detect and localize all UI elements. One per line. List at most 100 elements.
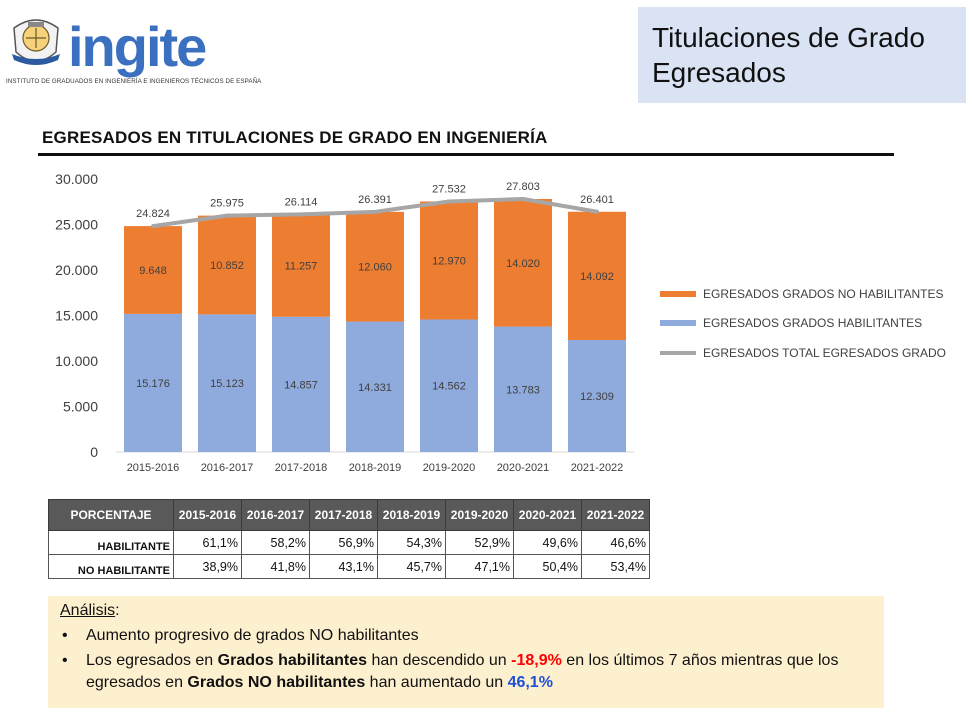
legend-label-total: EGRESADOS TOTAL EGRESADOS GRADO — [703, 346, 946, 360]
title-line-2: Egresados — [652, 57, 786, 88]
point-total — [373, 209, 377, 214]
crest-icon: ingite — [12, 15, 208, 78]
data-label-total: 24.824 — [136, 208, 170, 220]
point-total — [151, 224, 155, 229]
data-label-total: 26.401 — [580, 194, 614, 206]
analysis-heading-colon: : — [115, 602, 120, 619]
point-total — [595, 209, 599, 214]
table-cell: 38,9% — [173, 554, 242, 579]
data-label-total: 26.114 — [285, 196, 318, 208]
table-row: NO HABILITANTE 38,9% 41,8% 43,1% 45,7% 4… — [48, 554, 650, 579]
table-header-cell: 2015-2016 — [173, 499, 242, 531]
table-header-row: PORCENTAJE 2015-2016 2016-2017 2017-2018… — [48, 499, 650, 531]
data-label-no-habilitantes: 12.970 — [432, 255, 466, 267]
x-tick-label: 2020-2021 — [497, 462, 550, 474]
data-label-habilitantes: 13.783 — [506, 384, 540, 396]
title-line-1: Titulaciones de Grado — [652, 22, 925, 53]
table-cell: 50,4% — [513, 554, 582, 579]
analysis-red-percent: -18,9% — [511, 652, 562, 669]
data-label-habilitantes: 14.857 — [284, 379, 318, 391]
ingite-logo: ingite — [6, 8, 266, 90]
table-row-label: NO HABILITANTE — [48, 554, 174, 579]
analysis-heading-text: Análisis — [60, 602, 116, 619]
y-tick-label: 10.000 — [55, 353, 98, 369]
x-tick-label: 2016-2017 — [201, 462, 254, 474]
table-header-cell: PORCENTAJE — [48, 499, 174, 531]
bar-habilitantes — [494, 326, 552, 452]
table-cell: 46,6% — [581, 530, 650, 555]
analysis-bold-no-habilitantes: Grados NO habilitantes — [187, 674, 366, 691]
data-label-no-habilitantes: 14.092 — [580, 271, 614, 283]
x-tick-label: 2018-2019 — [349, 462, 402, 474]
data-label-total: 25.975 — [210, 198, 244, 210]
point-total — [225, 213, 229, 218]
y-tick-label: 30.000 — [55, 171, 98, 187]
y-tick-label: 0 — [90, 444, 98, 460]
bullet-icon: • — [62, 652, 68, 669]
y-tick-label: 15.000 — [55, 308, 98, 324]
table-row: HABILITANTE 61,1% 58,2% 56,9% 54,3% 52,9… — [48, 530, 650, 555]
bar-habilitantes — [198, 314, 256, 452]
x-tick-label: 2019-2020 — [423, 462, 476, 474]
percentage-table: PORCENTAJE 2015-2016 2016-2017 2017-2018… — [48, 499, 650, 579]
bar-habilitantes — [420, 319, 478, 452]
table-cell: 49,6% — [513, 530, 582, 555]
heading-underline — [38, 153, 894, 156]
table-row-label: HABILITANTE — [48, 530, 174, 555]
bar-no-habilitantes — [346, 211, 404, 322]
bar-habilitantes — [568, 339, 626, 452]
analysis-bullet-1: • Aumento progresivo de grados NO habili… — [60, 625, 872, 647]
data-label-habilitantes: 14.331 — [358, 382, 392, 394]
legend-label-no-habilitantes: EGRESADOS GRADOS NO HABILITANTES — [703, 287, 944, 301]
bar-no-habilitantes — [272, 214, 330, 317]
table-cell: 53,4% — [581, 554, 650, 579]
bar-no-habilitantes — [420, 201, 478, 320]
bar-habilitantes — [124, 313, 182, 452]
data-label-total: 26.391 — [358, 194, 392, 206]
point-total — [299, 212, 303, 217]
table-header-cell: 2018-2019 — [377, 499, 446, 531]
slide-title: Titulaciones de Grado Egresados — [638, 7, 966, 103]
table-cell: 47,1% — [445, 554, 514, 579]
table-header-cell: 2020-2021 — [513, 499, 582, 531]
data-label-total: 27.532 — [432, 183, 466, 195]
chart-heading: EGRESADOS EN TITULACIONES DE GRADO EN IN… — [42, 128, 548, 147]
data-label-habilitantes: 15.123 — [210, 378, 244, 390]
analysis-text: han descendido un — [367, 652, 512, 669]
analysis-text: Los egresados en — [86, 652, 218, 669]
table-cell: 56,9% — [309, 530, 378, 555]
bar-no-habilitantes — [568, 211, 626, 340]
point-total — [521, 196, 525, 201]
bar-no-habilitantes — [198, 215, 256, 315]
legend-label-habilitantes: EGRESADOS GRADOS HABILITANTES — [703, 316, 923, 330]
data-label-no-habilitantes: 11.257 — [285, 261, 318, 273]
table-cell: 41,8% — [241, 554, 310, 579]
analysis-text: han aumentado un — [365, 674, 508, 691]
table-cell: 54,3% — [377, 530, 446, 555]
table-cell: 58,2% — [241, 530, 310, 555]
y-tick-label: 25.000 — [55, 217, 98, 233]
bar-habilitantes — [272, 316, 330, 452]
table-header-cell: 2017-2018 — [309, 499, 378, 531]
data-label-total: 27.803 — [506, 181, 540, 193]
legend-swatch-habilitantes — [660, 320, 696, 326]
data-label-no-habilitantes: 9.648 — [139, 265, 167, 277]
analysis-bullet-1-text: Aumento progresivo de grados NO habilita… — [86, 627, 419, 644]
data-label-habilitantes: 12.309 — [580, 391, 614, 403]
table-header-cell: 2016-2017 — [241, 499, 310, 531]
logo-subtitle: INSTITUTO DE GRADUADOS EN INGENIERÍA E I… — [6, 78, 262, 85]
analysis-blue-percent: 46,1% — [507, 674, 553, 691]
bullet-icon: • — [62, 627, 68, 644]
point-total — [447, 199, 451, 204]
analysis-box: Análisis: • Aumento progresivo de grados… — [48, 596, 884, 708]
table-header-cell: 2019-2020 — [445, 499, 514, 531]
data-label-no-habilitantes: 10.852 — [210, 260, 244, 272]
legend-swatch-total — [660, 351, 696, 355]
bar-no-habilitantes — [494, 198, 552, 327]
analysis-heading: Análisis: — [60, 602, 872, 620]
y-tick-label: 20.000 — [55, 262, 98, 278]
data-label-habilitantes: 15.176 — [136, 378, 170, 390]
table-cell: 61,1% — [173, 530, 242, 555]
analysis-text: en los últimos 7 años mientras que los e… — [86, 652, 839, 691]
table-header-cell: 2021-2022 — [581, 499, 650, 531]
